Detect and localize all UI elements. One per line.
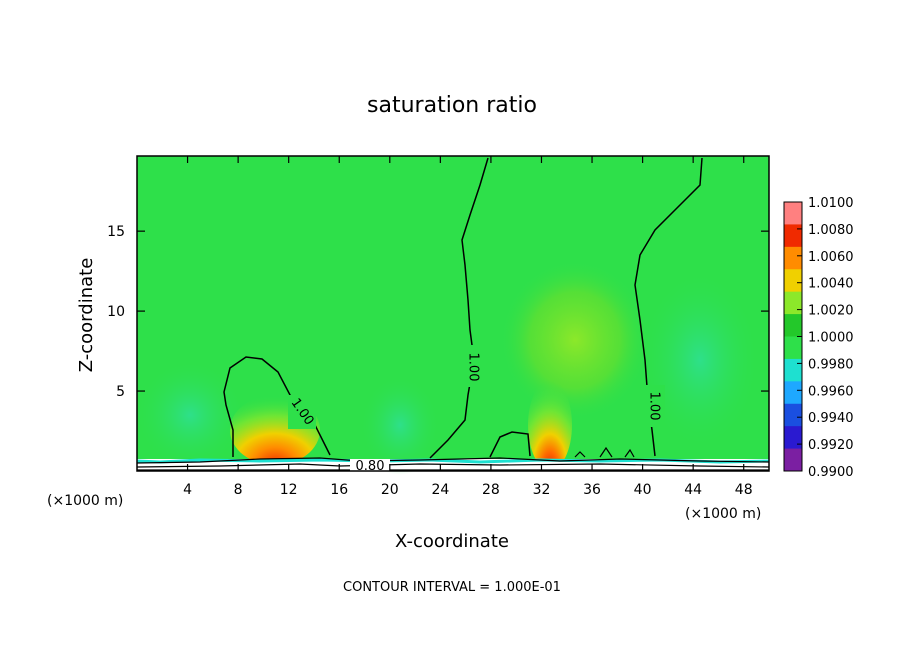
colorbar-swatch [784, 403, 802, 427]
contour-interval-note: CONTOUR INTERVAL = 1.000E-01 [343, 580, 561, 595]
colorbar-swatch [784, 202, 802, 225]
field-cool-patch [135, 360, 245, 470]
colorbar-swatch [784, 291, 802, 315]
plot-area: 1.00 1.00 1.00 0.80 [135, 155, 770, 475]
contour-label-bg [643, 385, 665, 427]
colorbar-tick-label: 0.9960 [808, 384, 854, 399]
colorbar-tick-label: 0.9940 [808, 411, 854, 426]
colorbar-swatch [784, 448, 802, 472]
x-axis-label: X-coordinate [395, 531, 509, 552]
y-tick-label: 15 [107, 224, 125, 240]
plot-frame [136, 155, 770, 472]
contour-label-bg [350, 459, 390, 471]
colorbar: 0.9900 0.9920 0.9940 0.9960 0.9980 1.0000 1.00… [783, 196, 854, 480]
x-tick-label: 48 [735, 482, 753, 498]
colorbar-tick-label: 1.0080 [808, 223, 854, 238]
field-cool-patch [360, 375, 440, 475]
colorbar-tick-label: 0.9900 [808, 465, 854, 480]
colorbar-swatch [784, 246, 802, 270]
x-axis-ticks: 4 8 12 16 20 24 28 32 36 40 44 48 [183, 156, 753, 498]
y-tick-label: 5 [116, 384, 125, 400]
x-tick-label: 28 [482, 482, 500, 498]
x-tick-label: 36 [583, 482, 601, 498]
contour-label-bg [288, 395, 316, 429]
colorbar-tick-label: 0.9920 [808, 438, 854, 453]
y-axis-ticks: 5 10 15 [107, 224, 769, 400]
colorbar-swatch [784, 336, 802, 360]
contour-line-surface-a [136, 457, 770, 464]
colorbar-swatch [784, 269, 802, 293]
contour-label-middle: 1.00 [466, 353, 481, 382]
chart-title: saturation ratio [367, 93, 537, 118]
field-warm-patch [500, 260, 650, 420]
colorbar-swatch [784, 314, 802, 337]
x-unit-left: (×1000 m) [47, 493, 123, 509]
contour-line-1-00-middle-bump [489, 431, 531, 458]
y-tick-label: 10 [107, 304, 125, 320]
colorbar-tick-label: 1.0060 [808, 250, 854, 265]
colorbar-swatch [784, 426, 802, 450]
colorbar-swatch [784, 381, 802, 405]
contour-line-1-00-middle [429, 157, 489, 459]
x-tick-label: 40 [634, 482, 652, 498]
colorbar-tick-label: 0.9980 [808, 357, 854, 372]
contour-label-right: 1.00 [647, 392, 662, 421]
x-tick-label: 8 [234, 482, 243, 498]
colorbar-tick-label: 1.0000 [808, 331, 854, 346]
colorbar-swatch [784, 358, 802, 382]
field-cool-patch [640, 270, 760, 450]
x-tick-label: 32 [533, 482, 551, 498]
y-axis-label: Z-coordinate [76, 258, 97, 373]
contour-label-bg [462, 345, 484, 387]
colorbar-tick-label: 1.0100 [808, 196, 854, 211]
contour-line-surface-b [136, 463, 770, 468]
x-tick-label: 4 [183, 482, 192, 498]
x-tick-label: 24 [431, 482, 449, 498]
colorbar-tick-label: 1.0020 [808, 304, 854, 319]
colorbar-swatch [784, 224, 802, 248]
colorbar-tick-label: 1.0040 [808, 277, 854, 292]
x-tick-label: 44 [684, 482, 702, 498]
x-tick-label: 12 [280, 482, 298, 498]
field-hot-spot-2 [528, 380, 572, 470]
contour-small-bumps [574, 446, 635, 458]
x-unit-right: (×1000 m) [685, 506, 761, 522]
x-tick-label: 20 [381, 482, 399, 498]
x-tick-label: 16 [330, 482, 348, 498]
